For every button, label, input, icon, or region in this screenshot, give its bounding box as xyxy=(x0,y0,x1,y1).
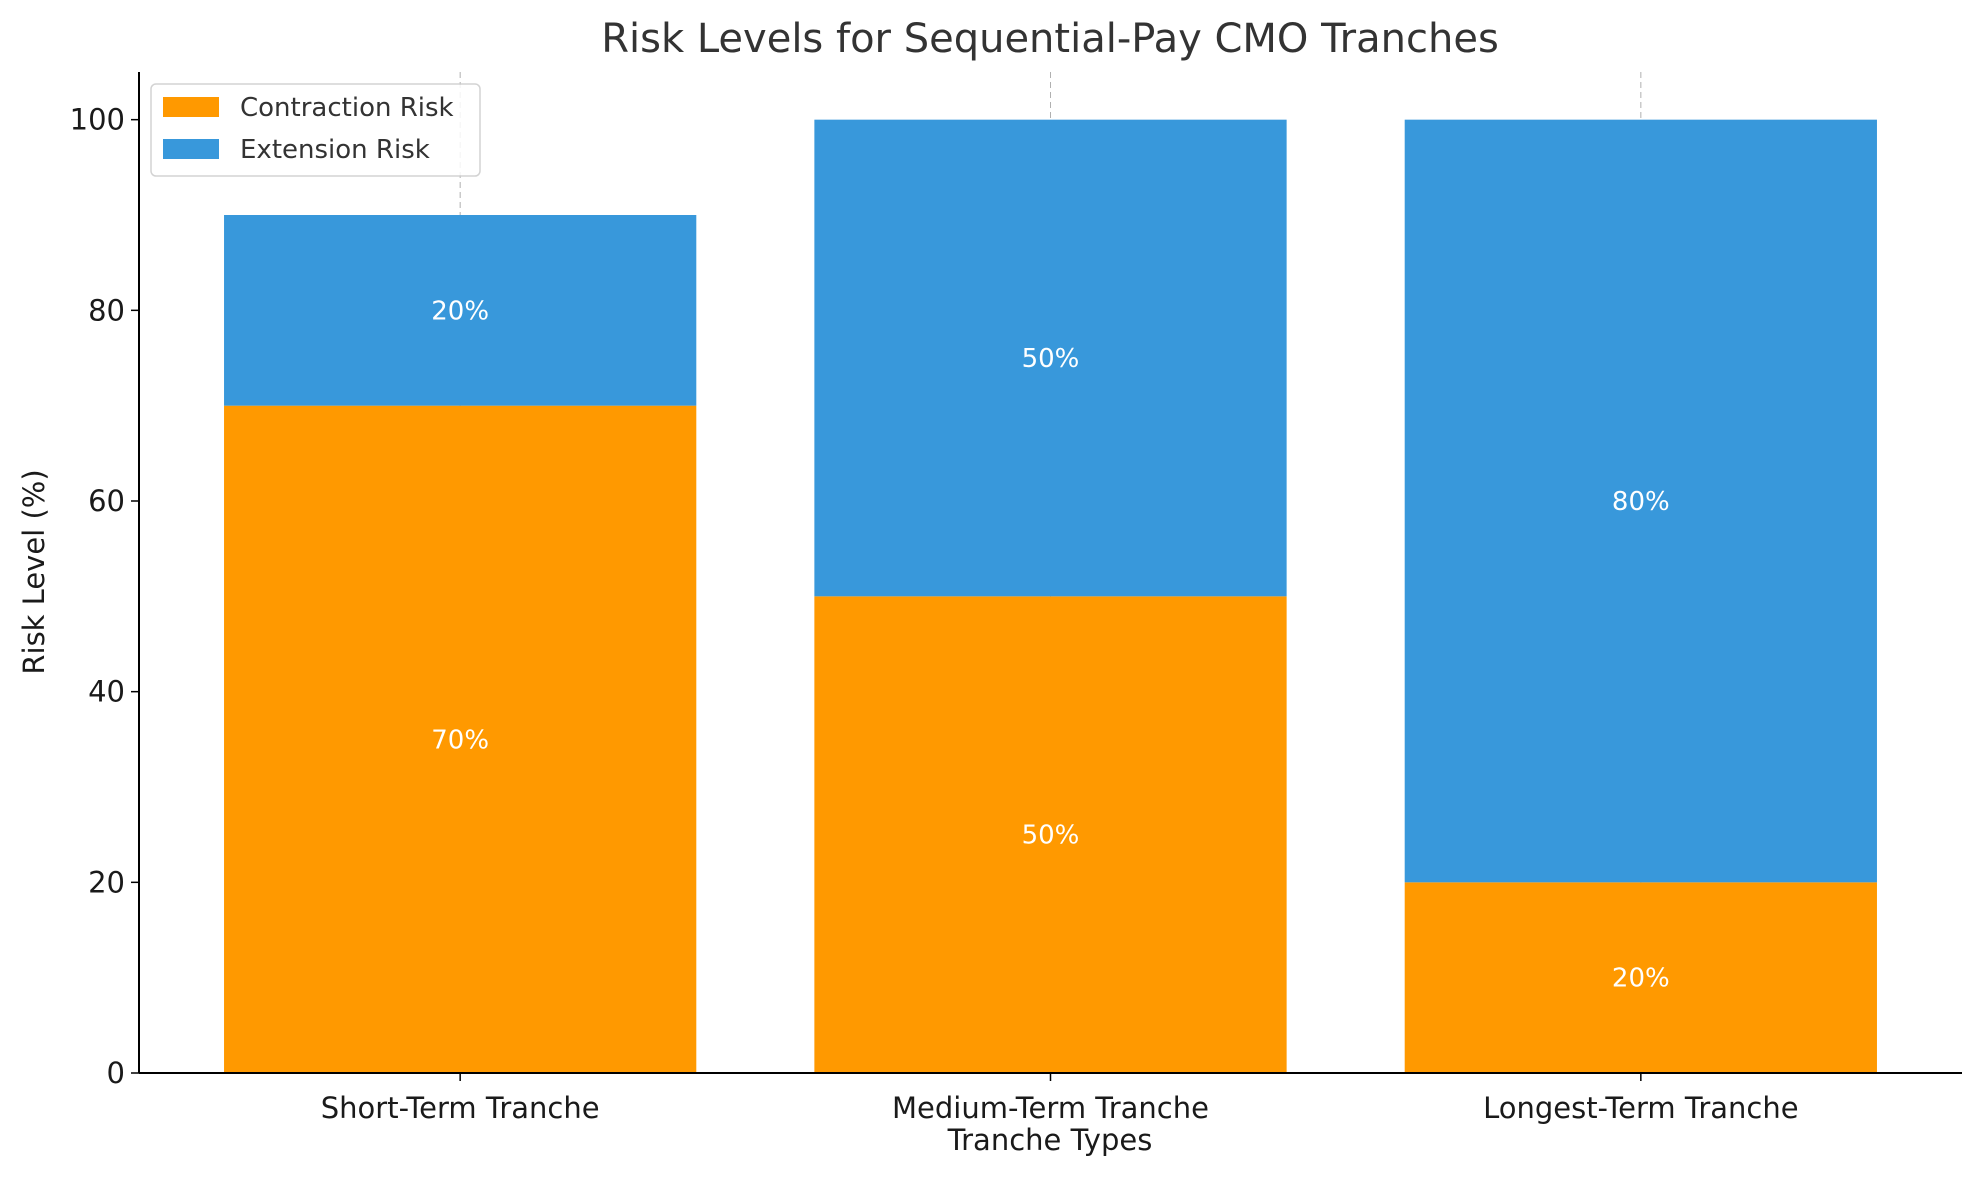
bar-extension-risk-1 xyxy=(814,119,1287,597)
bar-extension-risk-0 xyxy=(224,215,697,406)
legend-frame xyxy=(150,83,481,177)
data-label: 20% xyxy=(1612,964,1670,994)
bar-contraction-risk-1 xyxy=(814,596,1287,1073)
data-label: 80% xyxy=(1612,487,1670,517)
data-labels: 70% 50% 20% 20% 50% 80% xyxy=(431,296,1669,993)
data-label: 70% xyxy=(431,725,489,755)
bar-contraction-risk-0 xyxy=(224,405,697,1074)
legend-swatch-extension-risk xyxy=(163,139,219,159)
x-tick-label: Short-Term Tranche xyxy=(321,1091,600,1125)
legend-label: Extension Risk xyxy=(240,135,430,165)
chart-title: Risk Levels for Sequential-Pay CMO Tranc… xyxy=(601,16,1499,62)
x-axis-ticks: Short-Term Tranche Medium-Term Tranche Lon… xyxy=(321,1073,1799,1125)
y-axis-ticks: 0 20 40 60 80 100 xyxy=(70,103,139,1090)
y-tick-label: 40 xyxy=(88,675,125,709)
bar-extension-risk-2 xyxy=(1404,119,1877,883)
data-label: 50% xyxy=(1022,344,1080,374)
legend-label: Contraction Risk xyxy=(240,93,454,123)
x-tick-label: Longest-Term Tranche xyxy=(1483,1091,1799,1125)
bars xyxy=(224,119,1877,1074)
y-tick-label: 60 xyxy=(88,484,125,518)
y-tick-label: 0 xyxy=(107,1056,125,1090)
data-label: 50% xyxy=(1022,821,1080,851)
x-axis-label: Tranche Types xyxy=(947,1123,1153,1157)
y-tick-label: 20 xyxy=(88,865,125,899)
bar-contraction-risk-2 xyxy=(1404,882,1877,1073)
x-tick-label: Medium-Term Tranche xyxy=(892,1091,1209,1125)
y-axis-label: Risk Level (%) xyxy=(17,469,51,674)
data-label: 20% xyxy=(431,296,489,326)
y-tick-label: 80 xyxy=(88,293,125,327)
legend: Contraction Risk Extension Risk xyxy=(150,83,481,177)
legend-swatch-contraction-risk xyxy=(163,97,219,117)
y-tick-label: 100 xyxy=(70,103,125,137)
